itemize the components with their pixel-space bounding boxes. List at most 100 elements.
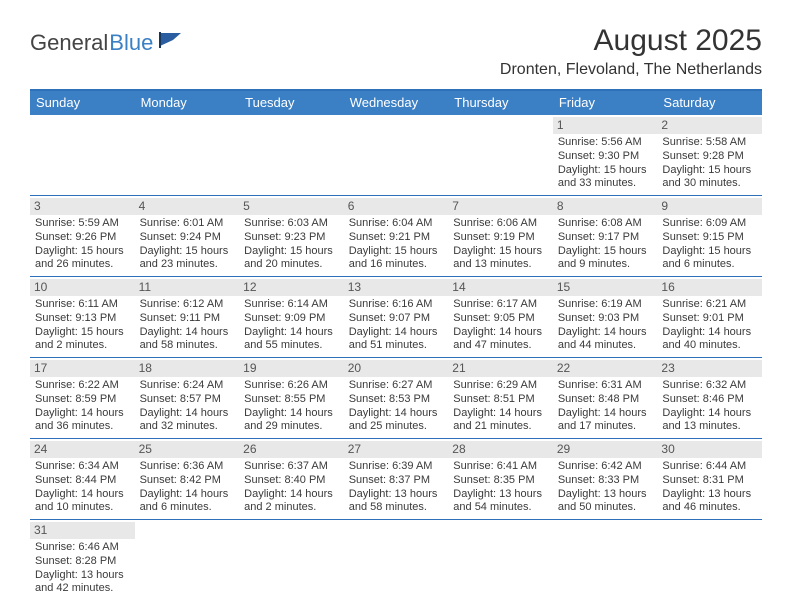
- page: GeneralBlue August 2025 Dronten, Flevola…: [0, 0, 792, 600]
- day-line-sunrise: Sunrise: 6:22 AM: [35, 379, 131, 393]
- empty-cell: [30, 115, 135, 195]
- day-line-sunset: Sunset: 8:28 PM: [35, 555, 131, 569]
- day-line-sunrise: Sunrise: 6:24 AM: [140, 379, 236, 393]
- day-line-day1: Daylight: 15 hours: [349, 245, 445, 259]
- day-number: 18: [135, 360, 240, 377]
- day-line-sunrise: Sunrise: 6:01 AM: [140, 217, 236, 231]
- day-line-day2: and 9 minutes.: [558, 258, 654, 272]
- day-number: 3: [30, 198, 135, 215]
- day-number: 20: [344, 360, 449, 377]
- day-number: 29: [553, 441, 658, 458]
- day-line-day2: and 29 minutes.: [244, 420, 340, 434]
- day-number: 26: [239, 441, 344, 458]
- flag-icon: [159, 29, 183, 55]
- day-number: 28: [448, 441, 553, 458]
- dow-cell: Saturday: [657, 91, 762, 115]
- day-cell: 22Sunrise: 6:31 AMSunset: 8:48 PMDayligh…: [553, 358, 658, 438]
- day-number: 6: [344, 198, 449, 215]
- day-line-sunset: Sunset: 9:21 PM: [349, 231, 445, 245]
- month-title: August 2025: [500, 24, 762, 57]
- day-line-sunset: Sunset: 9:24 PM: [140, 231, 236, 245]
- day-line-day1: Daylight: 14 hours: [349, 407, 445, 421]
- day-cell: 7Sunrise: 6:06 AMSunset: 9:19 PMDaylight…: [448, 196, 553, 276]
- day-line-day2: and 50 minutes.: [558, 501, 654, 515]
- empty-cell: [135, 520, 240, 600]
- dow-row: SundayMondayTuesdayWednesdayThursdayFrid…: [30, 91, 762, 115]
- day-line-day2: and 13 minutes.: [662, 420, 758, 434]
- day-line-sunrise: Sunrise: 6:36 AM: [140, 460, 236, 474]
- empty-cell: [344, 115, 449, 195]
- day-cell: 10Sunrise: 6:11 AMSunset: 9:13 PMDayligh…: [30, 277, 135, 357]
- day-line-sunrise: Sunrise: 5:56 AM: [558, 136, 654, 150]
- day-line-sunset: Sunset: 8:59 PM: [35, 393, 131, 407]
- day-line-day2: and 58 minutes.: [140, 339, 236, 353]
- day-cell: 19Sunrise: 6:26 AMSunset: 8:55 PMDayligh…: [239, 358, 344, 438]
- day-number: 22: [553, 360, 658, 377]
- dow-cell: Thursday: [448, 91, 553, 115]
- day-line-day1: Daylight: 14 hours: [140, 407, 236, 421]
- day-line-day1: Daylight: 15 hours: [453, 245, 549, 259]
- day-line-day2: and 33 minutes.: [558, 177, 654, 191]
- day-line-sunrise: Sunrise: 6:37 AM: [244, 460, 340, 474]
- week-row: 3Sunrise: 5:59 AMSunset: 9:26 PMDaylight…: [30, 196, 762, 277]
- day-line-day2: and 2 minutes.: [35, 339, 131, 353]
- day-line-day2: and 21 minutes.: [453, 420, 549, 434]
- day-cell: 14Sunrise: 6:17 AMSunset: 9:05 PMDayligh…: [448, 277, 553, 357]
- day-line-sunrise: Sunrise: 6:32 AM: [662, 379, 758, 393]
- day-line-sunset: Sunset: 8:44 PM: [35, 474, 131, 488]
- day-line-day2: and 40 minutes.: [662, 339, 758, 353]
- day-line-sunset: Sunset: 9:28 PM: [662, 150, 758, 164]
- day-number: 21: [448, 360, 553, 377]
- day-number: 24: [30, 441, 135, 458]
- day-line-sunset: Sunset: 9:03 PM: [558, 312, 654, 326]
- day-cell: 25Sunrise: 6:36 AMSunset: 8:42 PMDayligh…: [135, 439, 240, 519]
- day-cell: 28Sunrise: 6:41 AMSunset: 8:35 PMDayligh…: [448, 439, 553, 519]
- day-line-sunset: Sunset: 9:19 PM: [453, 231, 549, 245]
- day-line-day2: and 46 minutes.: [662, 501, 758, 515]
- day-line-day1: Daylight: 14 hours: [35, 407, 131, 421]
- day-line-day1: Daylight: 15 hours: [662, 245, 758, 259]
- brand-part2: Blue: [109, 30, 153, 56]
- calendar: SundayMondayTuesdayWednesdayThursdayFrid…: [30, 89, 762, 600]
- day-number: 25: [135, 441, 240, 458]
- day-line-day1: Daylight: 15 hours: [558, 245, 654, 259]
- day-line-sunrise: Sunrise: 6:31 AM: [558, 379, 654, 393]
- day-cell: 17Sunrise: 6:22 AMSunset: 8:59 PMDayligh…: [30, 358, 135, 438]
- day-cell: 8Sunrise: 6:08 AMSunset: 9:17 PMDaylight…: [553, 196, 658, 276]
- day-number: 16: [657, 279, 762, 296]
- day-line-sunset: Sunset: 9:26 PM: [35, 231, 131, 245]
- week-row: 31Sunrise: 6:46 AMSunset: 8:28 PMDayligh…: [30, 520, 762, 600]
- day-line-sunrise: Sunrise: 6:41 AM: [453, 460, 549, 474]
- dow-cell: Sunday: [30, 91, 135, 115]
- day-cell: 4Sunrise: 6:01 AMSunset: 9:24 PMDaylight…: [135, 196, 240, 276]
- location-text: Dronten, Flevoland, The Netherlands: [500, 61, 762, 79]
- day-number: 5: [239, 198, 344, 215]
- day-number: 7: [448, 198, 553, 215]
- day-cell: 6Sunrise: 6:04 AMSunset: 9:21 PMDaylight…: [344, 196, 449, 276]
- day-line-sunset: Sunset: 8:31 PM: [662, 474, 758, 488]
- day-line-sunrise: Sunrise: 6:34 AM: [35, 460, 131, 474]
- day-line-day1: Daylight: 14 hours: [140, 488, 236, 502]
- day-number: 13: [344, 279, 449, 296]
- day-line-sunset: Sunset: 8:57 PM: [140, 393, 236, 407]
- day-line-sunset: Sunset: 8:53 PM: [349, 393, 445, 407]
- day-cell: 29Sunrise: 6:42 AMSunset: 8:33 PMDayligh…: [553, 439, 658, 519]
- empty-cell: [344, 520, 449, 600]
- day-number: 12: [239, 279, 344, 296]
- day-line-day1: Daylight: 15 hours: [662, 164, 758, 178]
- day-line-sunset: Sunset: 9:07 PM: [349, 312, 445, 326]
- day-number: 31: [30, 522, 135, 539]
- day-line-day2: and 23 minutes.: [140, 258, 236, 272]
- day-line-day1: Daylight: 14 hours: [140, 326, 236, 340]
- day-line-day2: and 13 minutes.: [453, 258, 549, 272]
- day-line-sunrise: Sunrise: 6:11 AM: [35, 298, 131, 312]
- day-line-sunset: Sunset: 8:40 PM: [244, 474, 340, 488]
- day-line-day1: Daylight: 13 hours: [453, 488, 549, 502]
- day-cell: 13Sunrise: 6:16 AMSunset: 9:07 PMDayligh…: [344, 277, 449, 357]
- day-cell: 27Sunrise: 6:39 AMSunset: 8:37 PMDayligh…: [344, 439, 449, 519]
- day-line-day1: Daylight: 15 hours: [140, 245, 236, 259]
- day-cell: 30Sunrise: 6:44 AMSunset: 8:31 PMDayligh…: [657, 439, 762, 519]
- day-line-day2: and 42 minutes.: [35, 582, 131, 596]
- day-line-day1: Daylight: 15 hours: [558, 164, 654, 178]
- day-line-day2: and 51 minutes.: [349, 339, 445, 353]
